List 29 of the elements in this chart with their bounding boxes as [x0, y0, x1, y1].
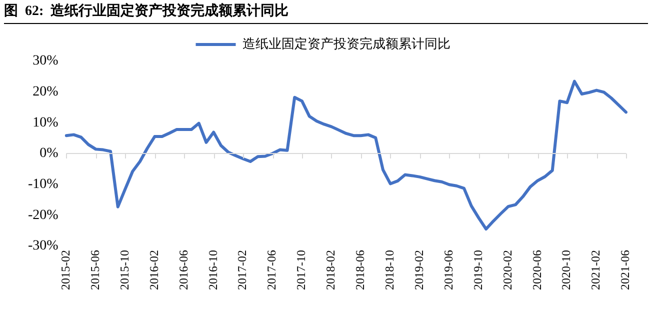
x-tick-label: 2018-10: [382, 250, 397, 290]
x-tick-label: 2017-10: [294, 250, 308, 290]
x-tick-label: 2017-02: [235, 250, 250, 290]
x-tick-label: 2020-02: [500, 250, 514, 290]
y-tick-label: 0%: [40, 146, 59, 162]
x-tick-label: 2015-10: [117, 250, 132, 290]
x-tick-label: 2017-06: [264, 250, 279, 290]
x-tick-label: 2020-06: [530, 250, 544, 290]
x-tick-label: 2018-06: [353, 250, 368, 290]
x-tick-label: 2016-06: [176, 250, 190, 290]
x-tick-label: 2015-06: [88, 250, 102, 290]
x-tick-label: 2021-06: [618, 250, 632, 290]
x-tick-label: 2015-02: [58, 250, 72, 290]
y-tick-label: 20%: [32, 84, 59, 100]
y-tick-label: -20%: [28, 208, 59, 223]
x-tick-label: 2016-10: [206, 250, 220, 290]
x-tick-label: 2019-02: [412, 250, 426, 290]
y-tick-label: 30%: [32, 54, 59, 69]
chart-title: 图 62: 造纸行业固定资产投资完成额累计同比: [4, 2, 648, 24]
legend-label: 造纸业固定资产投资完成额累计同比: [242, 36, 450, 51]
y-tick-label: -10%: [28, 177, 59, 192]
y-tick-label: -30%: [28, 238, 59, 254]
y-tick-label: 10%: [32, 115, 59, 130]
x-tick-label: 2016-02: [146, 250, 161, 290]
x-tick-label: 2019-10: [470, 250, 485, 290]
x-tick-label: 2018-02: [324, 250, 338, 290]
x-tick-label: 2020-10: [559, 250, 574, 290]
x-tick-label: 2019-06: [441, 250, 456, 290]
x-tick-label: 2021-02: [588, 250, 603, 290]
